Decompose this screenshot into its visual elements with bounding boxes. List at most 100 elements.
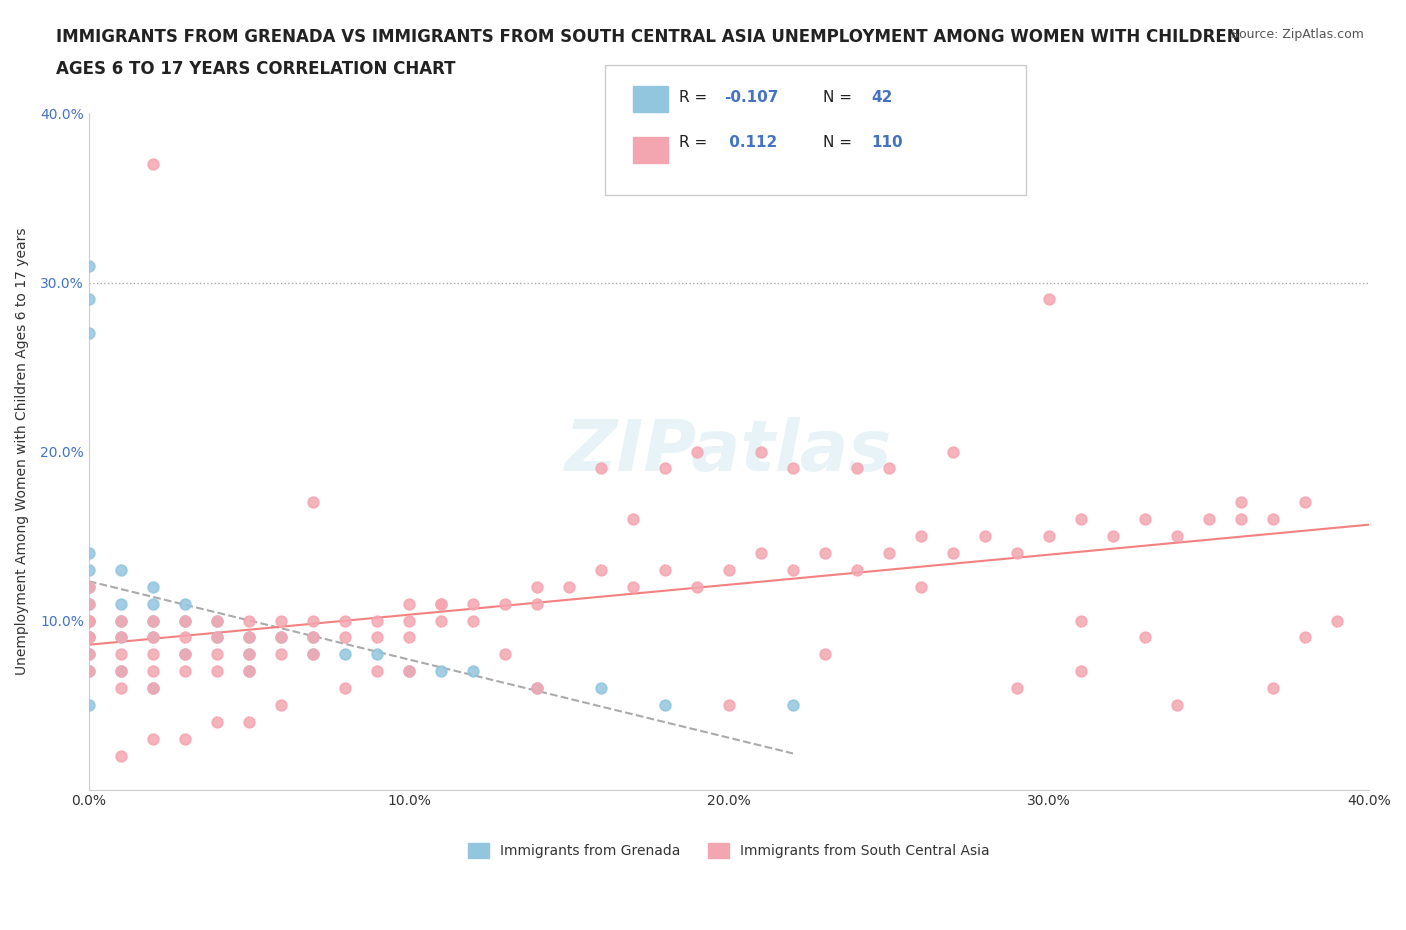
Point [77,326,100,340]
Point [846,563,869,578]
Point [782,461,804,476]
Point [1294,630,1316,644]
Point [238,664,260,679]
Point [270,698,292,712]
Point [974,528,997,543]
Legend: Immigrants from Grenada, Immigrants from South Central Asia: Immigrants from Grenada, Immigrants from… [463,838,995,864]
Point [589,461,612,476]
Point [558,579,581,594]
Point [526,681,548,696]
Point [621,512,644,526]
Point [238,630,260,644]
Point [238,613,260,628]
Text: R =: R = [679,90,713,105]
Point [398,613,420,628]
Point [270,613,292,628]
Point [142,647,165,662]
Point [110,613,132,628]
Y-axis label: Unemployment Among Women with Children Ages 6 to 17 years: Unemployment Among Women with Children A… [15,228,30,675]
Point [205,630,228,644]
Point [205,664,228,679]
Point [77,630,100,644]
Point [366,647,388,662]
Point [173,647,195,662]
Point [205,630,228,644]
Point [77,563,100,578]
Point [205,647,228,662]
Point [877,461,900,476]
Point [77,579,100,594]
Point [142,579,165,594]
Point [782,563,804,578]
Point [1230,495,1253,510]
Point [77,259,100,273]
Point [333,630,356,644]
Point [142,630,165,644]
Point [846,461,869,476]
Point [77,579,100,594]
Point [526,579,548,594]
Point [77,292,100,307]
Point [110,563,132,578]
Text: 42: 42 [872,90,893,105]
Point [1005,546,1028,561]
Point [1102,528,1125,543]
Point [1261,681,1284,696]
Point [173,613,195,628]
Point [654,563,676,578]
Text: R =: R = [679,135,713,150]
Point [77,630,100,644]
Point [110,630,132,644]
Point [173,664,195,679]
Point [173,731,195,746]
Point [654,698,676,712]
Text: N =: N = [823,135,856,150]
Point [77,613,100,628]
Point [270,630,292,644]
Point [77,664,100,679]
Point [717,698,740,712]
Point [173,647,195,662]
Point [589,563,612,578]
Point [142,664,165,679]
Point [142,731,165,746]
Point [110,613,132,628]
Point [238,630,260,644]
Point [1294,495,1316,510]
Point [77,647,100,662]
Point [142,596,165,611]
Point [1070,512,1092,526]
Point [142,157,165,172]
Text: IMMIGRANTS FROM GRENADA VS IMMIGRANTS FROM SOUTH CENTRAL ASIA UNEMPLOYMENT AMONG: IMMIGRANTS FROM GRENADA VS IMMIGRANTS FR… [56,28,1241,46]
Point [110,664,132,679]
Point [1166,528,1188,543]
Point [461,596,484,611]
Point [333,647,356,662]
Point [494,596,516,611]
Text: ZIPatlas: ZIPatlas [565,417,893,486]
Point [173,613,195,628]
Point [1198,512,1220,526]
Point [1038,528,1060,543]
Point [238,647,260,662]
Point [142,613,165,628]
Point [877,546,900,561]
Point [270,647,292,662]
Point [1166,698,1188,712]
Point [1005,681,1028,696]
Text: N =: N = [823,90,856,105]
Point [110,664,132,679]
Point [398,630,420,644]
Point [366,630,388,644]
Point [77,664,100,679]
Point [461,664,484,679]
Point [302,647,325,662]
Point [77,596,100,611]
Point [686,579,709,594]
Point [461,613,484,628]
Point [1133,512,1156,526]
Point [686,444,709,458]
Point [398,664,420,679]
Point [238,714,260,729]
Point [333,681,356,696]
